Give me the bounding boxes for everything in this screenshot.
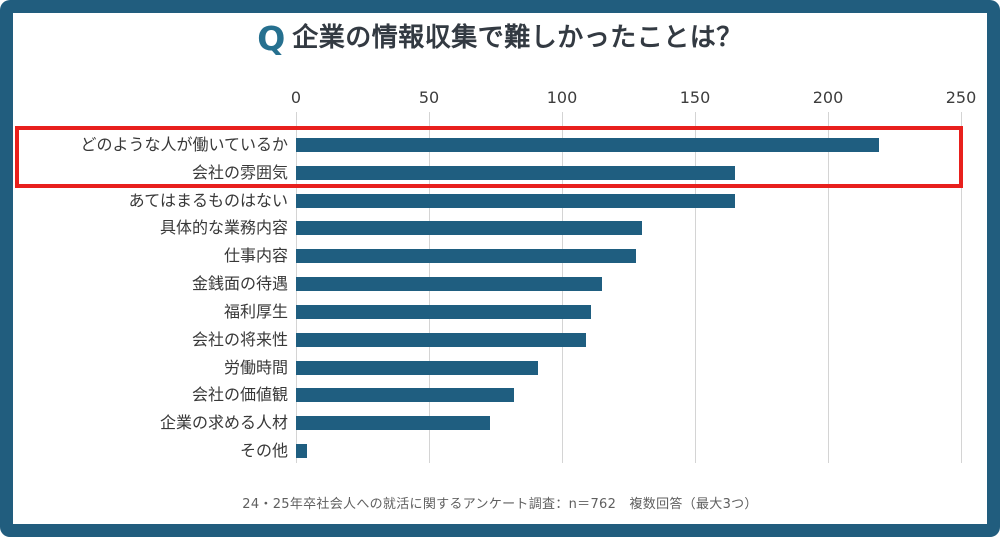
bar	[296, 165, 735, 180]
x-tick-label: 250	[945, 88, 977, 107]
bar	[296, 221, 642, 236]
category-label: 仕事内容	[223, 246, 288, 266]
x-tick-label: 100	[546, 88, 578, 107]
category-label: 企業の求める人材	[159, 413, 288, 433]
bar	[296, 360, 539, 375]
x-tick-label: 150	[679, 88, 711, 107]
bar	[296, 193, 735, 208]
bar	[296, 416, 491, 431]
category-label: 会社の価値観	[191, 385, 288, 405]
category-label: どのような人が働いているか	[80, 135, 288, 154]
x-tick-label: 200	[812, 88, 844, 107]
category-label: 福利厚生	[223, 301, 288, 321]
bar	[296, 249, 637, 264]
category-label: 具体的な業務内容	[159, 218, 288, 238]
x-tick-label: 0	[290, 88, 302, 107]
category-label: あてはまるものはない	[128, 190, 288, 210]
category-label: 金銭面の待遇	[191, 274, 288, 294]
chart-title: Q 企業の情報収集で難しかったことは？	[0, 22, 1000, 55]
gridline-x-150	[695, 112, 696, 463]
gridline-x-200	[828, 112, 829, 463]
highlight-box	[15, 126, 963, 188]
source-note: 24・25年卒社会人への就活に関するアンケート調査：n＝762 複数回答（最大3…	[242, 497, 758, 512]
bar	[296, 277, 602, 292]
bar	[296, 304, 592, 319]
q-mark: Q	[257, 19, 286, 58]
bar	[296, 444, 307, 459]
category-label: 会社の雰囲気	[191, 162, 288, 182]
bar	[296, 388, 515, 403]
category-label: その他	[239, 441, 288, 461]
chart-title-text: 企業の情報収集で難しかったことは？	[292, 23, 743, 54]
plot-area	[296, 112, 962, 463]
bar	[296, 332, 586, 347]
x-tick-label: 50	[418, 88, 440, 107]
category-label: 労働時間	[223, 357, 288, 377]
bar	[296, 138, 879, 152]
category-label: 会社の将来性	[191, 329, 288, 349]
gridline-x-250	[961, 112, 962, 463]
